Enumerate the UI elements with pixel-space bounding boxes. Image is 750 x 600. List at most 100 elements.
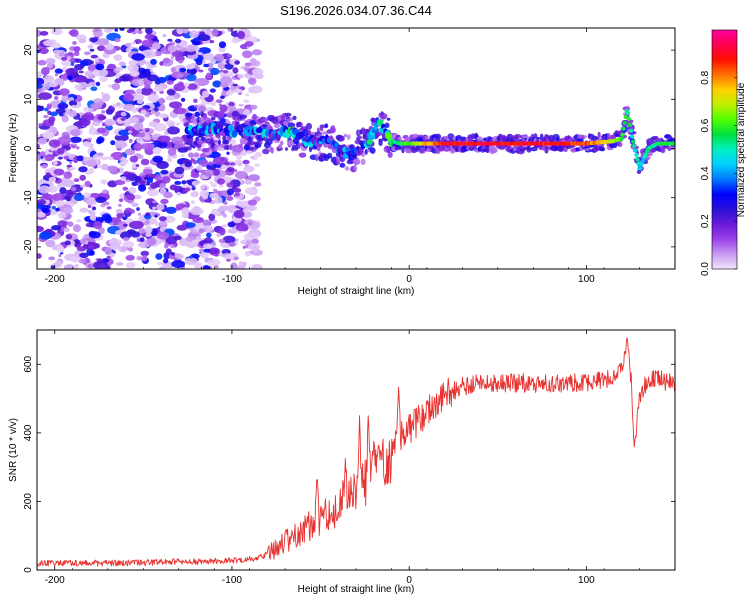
spectrogram-noise-cell [130, 231, 141, 238]
spectrogram-noise-cell [76, 155, 84, 162]
spectrogram-noise-cell [156, 203, 165, 211]
spectrogram-noise-cell [78, 70, 84, 74]
spectrogram-noise-cell [71, 186, 77, 192]
spectrogram-noise-cell [151, 99, 157, 103]
spectrogram-ridge-cell [621, 126, 626, 131]
colorbar-tick-label: 0.4 [700, 166, 711, 180]
spectrogram-ridge-halo [384, 122, 390, 129]
spectrogram-ridge-halo [273, 124, 281, 128]
spectrogram-ridge-halo [222, 139, 230, 145]
y-tick-label: 10 [23, 93, 34, 105]
spectrogram-ridge-cell [366, 139, 373, 145]
spectrogram-noise-cell [37, 208, 42, 213]
spectrogram-noise-cell [159, 182, 166, 188]
spectrogram-noise-cell [141, 143, 155, 150]
spectrogram-noise-cell [152, 206, 157, 211]
spectrogram-noise-cell [254, 151, 263, 158]
spectrogram-noise-cell [254, 163, 260, 167]
spectrogram-noise-cell [211, 28, 219, 37]
spectrogram-noise-cell [185, 236, 196, 242]
spectrogram-noise-cell [90, 37, 98, 43]
spectrogram-ridge-halo [647, 152, 653, 157]
spectrogram-noise-cell [46, 62, 54, 69]
colorbar-tick-label: 0.6 [700, 118, 711, 132]
spectrogram-noise-cell [129, 59, 138, 66]
spectrogram-noise-cell [37, 199, 47, 206]
spectrogram-noise-cell [144, 225, 153, 234]
spectrogram-noise-cell [74, 244, 81, 248]
spectrogram-noise-cell [201, 148, 210, 153]
spectrogram-noise-cell [128, 187, 137, 194]
spectrogram-noise-cell [245, 240, 253, 245]
spectrogram-noise-cell [181, 28, 190, 34]
spectrogram-noise-cell [38, 123, 43, 127]
spectrogram-x-ticks: -200 -100 0 100 [36, 28, 676, 285]
spectrogram-noise-cell [218, 253, 224, 257]
spectrogram-noise-cell [118, 129, 131, 136]
spectrogram-ridge-cell [628, 128, 634, 133]
spectrogram-ridge-halo [322, 131, 328, 135]
spectrogram-noise-cell [138, 79, 144, 86]
spectrogram-noise-cell [219, 184, 224, 188]
spectrogram-noise-cell [142, 168, 153, 175]
spectrogram-noise-cell [110, 140, 116, 146]
spectrogram-noise-cell [59, 187, 67, 195]
spectrogram-noise-cell [78, 38, 87, 44]
spectrogram-noise-cell [140, 158, 150, 166]
spectrogram-noise-cell [154, 214, 158, 218]
spectrogram-noise-cell [57, 156, 63, 160]
spectrogram-noise-cell [64, 195, 71, 200]
spectrogram-noise-cell [219, 70, 234, 78]
spectrogram-noise-cell [146, 237, 157, 246]
spectrogram-ridge-halo [360, 158, 366, 166]
spectrogram-noise-cell [126, 193, 136, 201]
spectrogram-ridge-halo [387, 151, 393, 158]
spectrogram-noise-cell [220, 76, 233, 84]
spectrogram-noise-cell [219, 104, 228, 113]
spectrogram-noise-cell [43, 115, 49, 119]
spectrogram-noise-cell [191, 200, 195, 205]
spectrogram-noise-cell [61, 57, 68, 61]
snr-background [37, 330, 675, 570]
spectrogram-noise-cell [45, 239, 56, 248]
spectrogram-noise-cell [50, 265, 55, 269]
spectrogram-noise-cell [37, 212, 46, 218]
spectrogram-ridge-halo [307, 130, 311, 135]
spectrogram-noise-cell [169, 184, 178, 191]
spectrogram-noise-cell [96, 45, 106, 52]
spectrogram-noise-cell [113, 54, 123, 61]
spectrogram-noise-cell [114, 28, 118, 32]
spectrogram-noise-cell [244, 250, 252, 257]
spectrogram-noise-cell [232, 188, 242, 193]
spectrogram-noise-cell [87, 44, 93, 49]
snr-y-axis-label: SNR (10 * v/v) [8, 418, 19, 482]
spectrogram-noise-cell [37, 29, 42, 37]
spectrogram-noise-cell [66, 55, 72, 61]
spectrogram-noise-cell [191, 239, 199, 246]
spectrogram-noise-cell [231, 37, 240, 44]
spectrogram-noise-cell [124, 210, 129, 214]
spectrogram-noise-cell [243, 99, 250, 104]
spectrogram-noise-cell [191, 186, 196, 191]
spectrogram-ridge-halo [199, 117, 205, 123]
spectrogram-noise-cell [85, 114, 95, 121]
spectrogram-ridge-halo [444, 136, 448, 140]
spectrogram-ridge-halo [315, 153, 319, 158]
spectrogram-noise-cell [147, 189, 159, 197]
spectrogram-noise-cell [130, 209, 136, 214]
spectrogram-noise-cell [166, 89, 176, 96]
spectrogram-noise-cell [74, 75, 88, 83]
spectrogram-noise-cell [237, 73, 245, 79]
spectrogram-noise-cell [115, 208, 123, 214]
spectrogram-noise-cell [158, 97, 166, 104]
spectrogram-noise-cell [242, 159, 250, 165]
spectrogram-noise-cell [226, 182, 234, 188]
spectrogram-noise-cell [213, 188, 218, 192]
spectrogram-noise-cell [165, 120, 176, 127]
spectrogram-noise-cell [88, 231, 101, 239]
spectrogram-noise-cell [124, 148, 136, 156]
spectrogram-noise-cell [93, 261, 108, 269]
spectrogram-ridge-cell [627, 122, 633, 127]
spectrogram-ridge-halo [203, 121, 208, 126]
